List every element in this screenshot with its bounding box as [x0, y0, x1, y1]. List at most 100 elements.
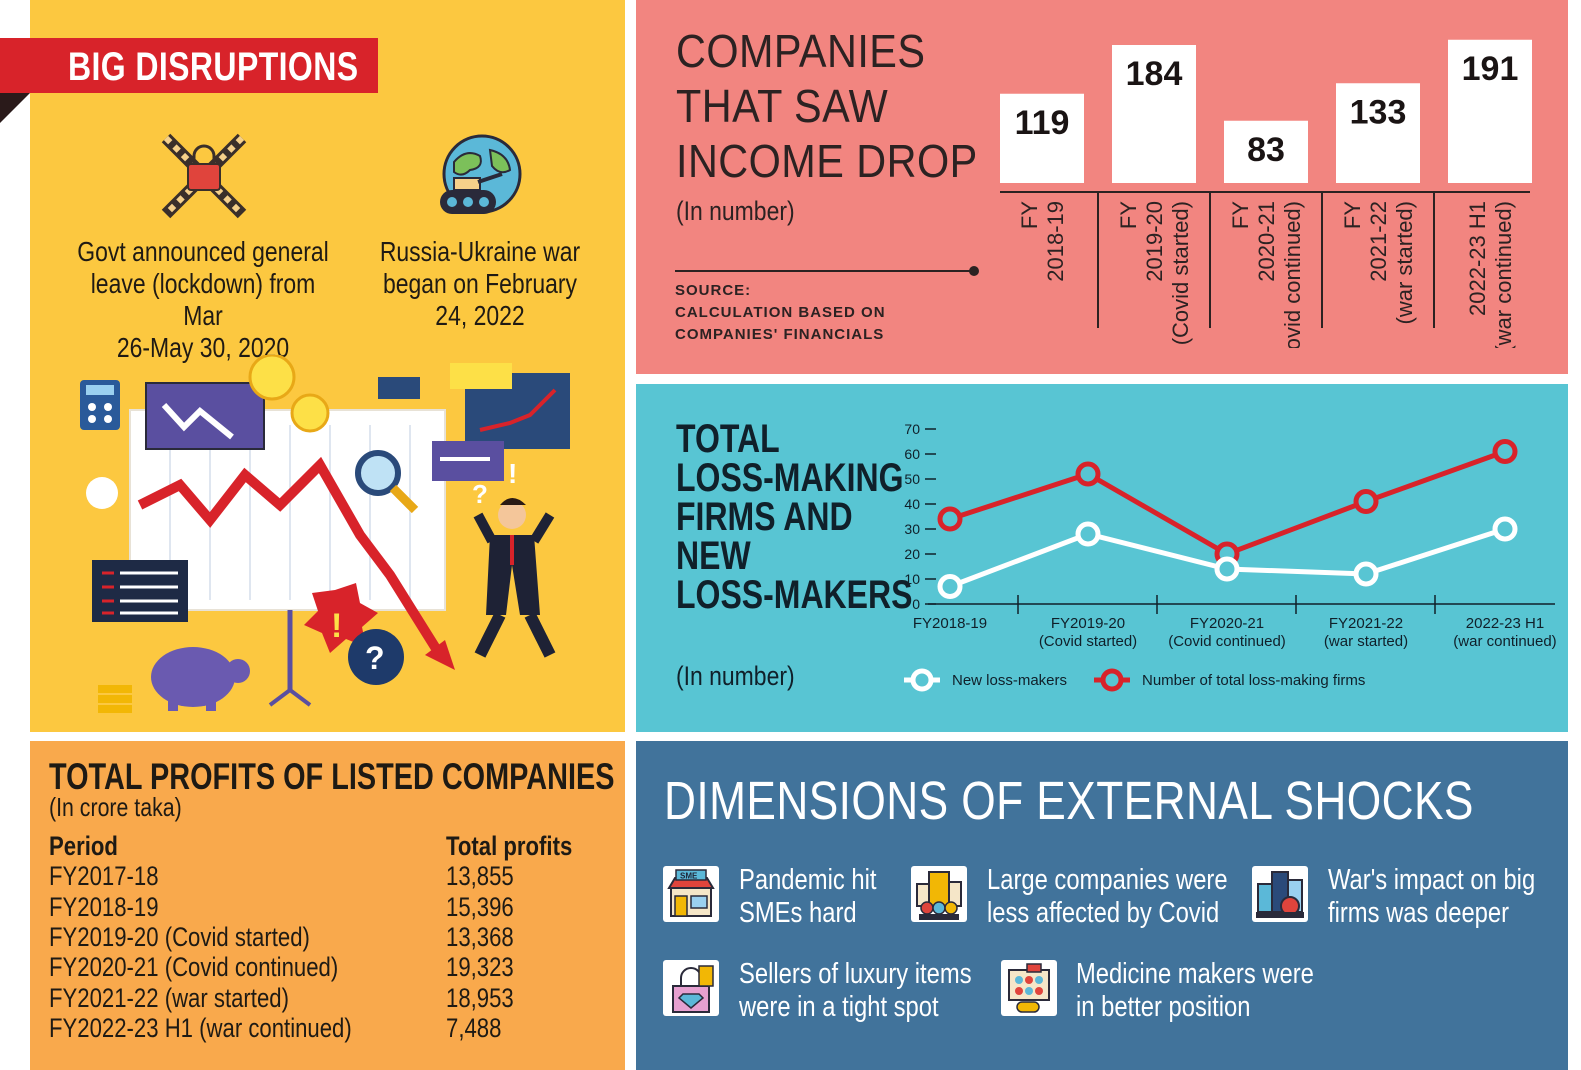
- x-category-label-1: FY2019-20(Covid started): [1039, 615, 1137, 650]
- x-category-label-2-line-0: FY2020-21: [1190, 615, 1264, 632]
- series-1-point-3: [1353, 489, 1379, 514]
- shock-item-sme-line-1: Pandemic hit: [739, 864, 877, 896]
- loss-title-line-4: NEW: [676, 534, 751, 578]
- bar-1: [1112, 45, 1196, 183]
- loss-title-line-2: LOSS-MAKING: [676, 456, 904, 500]
- profits-row-4-value: 18,953: [446, 982, 514, 1013]
- loss-makers-title: TOTAL LOSS-MAKING FIRMS AND NEW LOSS-MAK…: [676, 417, 913, 617]
- profits-row-3-period: FY2020-21 (Covid continued): [49, 952, 339, 983]
- bar-category-label-2-line-0: FY: [1228, 201, 1253, 229]
- y-tick-label-60: 60: [904, 446, 920, 462]
- x-category-label-3: FY2021-22(war started): [1324, 615, 1408, 650]
- legend-label-1: Number of total loss-making firms: [1142, 672, 1365, 689]
- shocks-title: DIMENSIONS OF EXTERNAL SHOCKS: [664, 771, 1474, 831]
- series-1-point-4: [1492, 439, 1518, 464]
- x-category-label-3-line-1: (war started): [1324, 633, 1408, 650]
- profits-row-2-value: 13,368: [446, 921, 514, 952]
- bar-2: [1224, 120, 1308, 183]
- lockdown-icon: [161, 133, 247, 219]
- shock-item-large-line-1: Large companies were: [987, 864, 1228, 896]
- bar-value-label-3: 133: [1350, 93, 1407, 131]
- banner-fold: [0, 93, 30, 123]
- svg-text:?: ?: [472, 479, 488, 509]
- income-drop-title-line-1: COMPANIES: [676, 25, 926, 77]
- legend-swatch-marker-1: [1100, 668, 1124, 692]
- x-category-label-4-line-1: (war continued): [1453, 633, 1556, 650]
- series-0-point-4: [1492, 516, 1518, 542]
- series-0-point-1: [1075, 521, 1101, 547]
- lockdown-caption: Govt announced general leave (lockdown) …: [76, 236, 330, 364]
- x-category-label-3-line-0: FY2021-22: [1329, 615, 1403, 632]
- bar-category-label-1-line-1: 2019-20: [1142, 201, 1167, 282]
- series-1-point-0: [937, 506, 963, 532]
- bar-category-label-1: FY 2019-20 (Covid started): [1116, 201, 1193, 346]
- bar-4: [1448, 39, 1532, 183]
- x-category-label-2: FY2020-21(Covid continued): [1168, 615, 1286, 650]
- source-line-2: COMPANIES' FINANCIALS: [675, 326, 885, 343]
- source-line-1: CALCULATION BASED ON: [675, 304, 886, 321]
- x-category-label-2-line-1: (Covid continued): [1168, 633, 1286, 650]
- profits-row-0-period: FY2017-18: [49, 861, 159, 892]
- shock-item-war-big-firms: War's impact on big firms was deeper: [1328, 864, 1535, 930]
- series-0-point-3: [1353, 561, 1379, 587]
- war-caption-line-3: 24, 2022: [435, 300, 525, 331]
- profits-header-total: Total profits: [446, 831, 573, 861]
- x-category-label-4-line-0: 2022-23 H1: [1466, 615, 1544, 632]
- bar-category-label-0-line-1: 2018-19: [1043, 201, 1068, 282]
- y-tick-label-70: 70: [904, 421, 920, 437]
- legend-label-0: New loss-makers: [952, 672, 1067, 689]
- y-tick-label-50: 50: [904, 471, 920, 487]
- income-drop-title-line-3: INCOME DROP: [676, 135, 978, 187]
- profits-panel: [30, 741, 625, 1070]
- x-category-label-1-line-1: (Covid started): [1039, 633, 1137, 650]
- source-rule-dot: [969, 266, 979, 276]
- loss-title-line-3: FIRMS AND: [676, 495, 853, 539]
- external-shocks-panel: [636, 741, 1568, 1070]
- war-caption-line-1: Russia-Ukraine war: [379, 236, 581, 267]
- series-line-1: [949, 449, 1506, 557]
- profits-row-2-period: FY2019-20 (Covid started): [49, 921, 310, 952]
- x-category-label-1-line-0: FY2019-20: [1051, 615, 1125, 632]
- shock-item-luxury: Sellers of luxury items were in a tight …: [739, 958, 972, 1024]
- profits-row-0-value: 13,855: [446, 861, 514, 892]
- profits-row-5-value: 7,488: [446, 1012, 502, 1043]
- profits-title: TOTAL PROFITS OF LISTED COMPANIES: [49, 756, 615, 797]
- bar-category-label-3-line-2: (war started): [1392, 201, 1417, 324]
- y-tick-label-20: 20: [904, 546, 920, 562]
- shock-item-war-line-1: War's impact on big: [1328, 864, 1536, 896]
- bar-category-label-3-line-1: 2021-22: [1366, 201, 1391, 282]
- bar-value-label-0: 119: [1015, 104, 1070, 142]
- source-note: SOURCE: CALCULATION BASED ON COMPANIES' …: [675, 280, 886, 346]
- x-category-label-0: FY2018-19: [913, 615, 987, 632]
- income-drop-title: COMPANIES THAT SAW INCOME DROP: [676, 24, 978, 189]
- series-0-point-2: [1214, 556, 1240, 582]
- bar-value-label-1: 184: [1126, 55, 1183, 93]
- war-caption-line-2: began on February: [382, 268, 578, 299]
- shock-item-medicine-line-2: in better position: [1076, 991, 1251, 1023]
- war-caption: Russia-Ukraine war began on February 24,…: [369, 236, 590, 332]
- x-category-label-0-line-0: FY2018-19: [913, 615, 987, 632]
- war-big-firms-icon: [1252, 866, 1308, 922]
- loss-title-line-5: LOSS-MAKERS: [676, 573, 913, 617]
- income-drop-title-line-2: THAT SAW: [676, 80, 889, 132]
- profits-unit: (In crore taka): [49, 792, 182, 822]
- bar-category-label-1-line-2: (Covid started): [1168, 201, 1193, 345]
- series-0-point-0: [937, 574, 963, 599]
- y-tick-label-10: 10: [904, 571, 920, 587]
- shock-item-luxury-line-1: Sellers of luxury items: [739, 958, 972, 990]
- loss-title-line-1: TOTAL: [676, 417, 780, 461]
- bar-category-label-0-line-0: FY: [1017, 201, 1042, 229]
- shock-item-luxury-line-2: were in a tight spot: [739, 991, 939, 1023]
- x-category-label-4: 2022-23 H1(war continued): [1453, 615, 1556, 650]
- y-tick-label-0: 0: [912, 596, 920, 612]
- large-company-icon: [911, 866, 967, 922]
- bar-category-label-4-line-1: (war continued): [1491, 201, 1516, 348]
- bar-value-label-4: 191: [1462, 50, 1519, 88]
- lockdown-caption-line-2: leave (lockdown) from Mar: [90, 268, 316, 331]
- bar-category-label-2-line-1: 2020-21: [1254, 201, 1279, 282]
- profits-row-3-value: 19,323: [446, 952, 514, 983]
- bar-category-label-2: FY 2020-21 (Covid continued): [1228, 201, 1305, 348]
- shock-item-war-line-2: firms was deeper: [1328, 897, 1510, 929]
